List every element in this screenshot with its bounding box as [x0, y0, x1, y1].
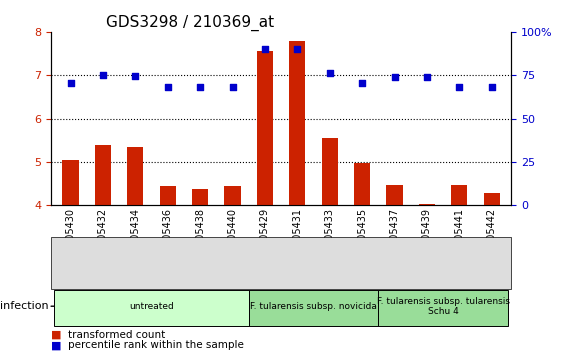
Bar [224, 186, 241, 205]
Bar [289, 41, 306, 205]
Bar [321, 138, 338, 205]
Bar [192, 189, 208, 205]
Bar [354, 163, 370, 205]
Text: percentile rank within the sample: percentile rank within the sample [68, 340, 244, 350]
Point [163, 85, 172, 90]
Point [260, 46, 269, 52]
Point [423, 75, 432, 80]
Point [195, 85, 204, 90]
Bar [95, 144, 111, 205]
Text: infection: infection [0, 301, 49, 311]
Text: untreated: untreated [129, 302, 174, 311]
Point [293, 46, 302, 52]
Bar [62, 160, 78, 205]
Bar [484, 193, 500, 205]
Point [98, 73, 107, 78]
Point [358, 80, 367, 85]
Point [390, 75, 399, 80]
Bar [386, 185, 403, 205]
Text: F. tularensis subsp. novicida: F. tularensis subsp. novicida [250, 302, 377, 311]
Point [66, 80, 75, 85]
Point [455, 85, 464, 90]
Bar [451, 185, 467, 205]
Point [131, 73, 140, 79]
Text: GDS3298 / 210369_at: GDS3298 / 210369_at [106, 14, 274, 30]
Bar [419, 204, 435, 205]
Point [228, 85, 237, 90]
Point [487, 85, 496, 90]
Bar [257, 51, 273, 205]
Point [325, 70, 335, 76]
Bar [127, 147, 144, 205]
Bar [160, 186, 176, 205]
Text: ■: ■ [51, 330, 61, 339]
Text: transformed count: transformed count [68, 330, 165, 339]
Text: ■: ■ [51, 340, 61, 350]
Text: F. tularensis subsp. tularensis
Schu 4: F. tularensis subsp. tularensis Schu 4 [377, 297, 509, 316]
